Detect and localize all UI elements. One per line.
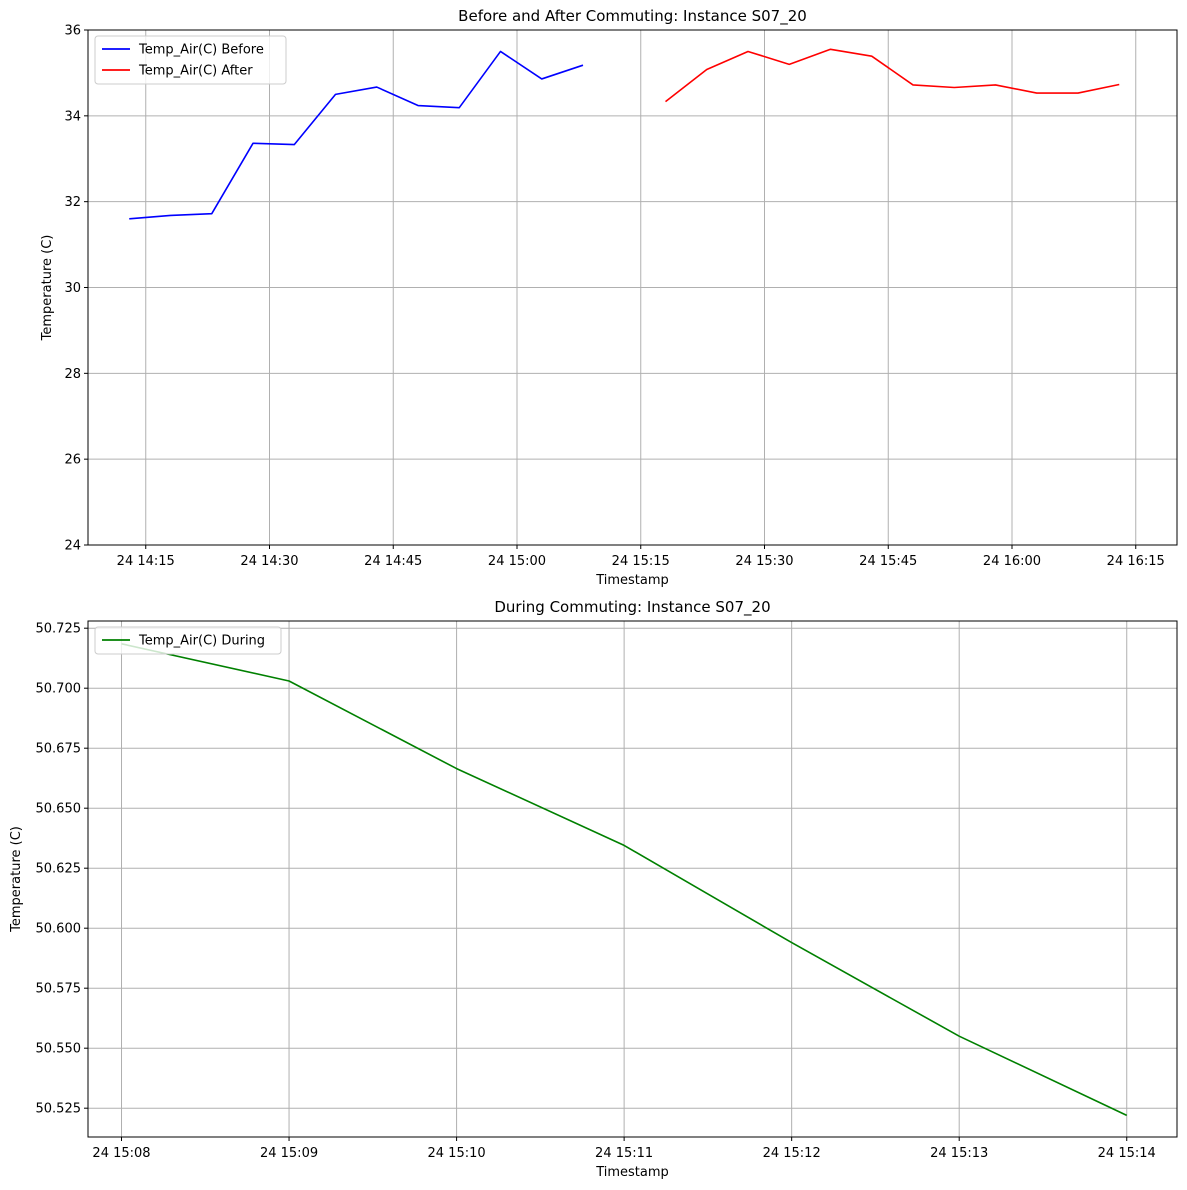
x-tick-label: 24 14:45 [364, 554, 422, 569]
series-line-1 [121, 643, 1128, 1117]
y-tick-label: 50.675 [36, 742, 82, 757]
chart-title: During Commuting: Instance S07_20 [494, 598, 770, 617]
x-tick-label: 24 15:12 [763, 1146, 821, 1161]
legend-box [94, 626, 282, 655]
x-tick-label: 24 16:15 [1107, 554, 1165, 569]
chart-title: Before and After Commuting: Instance S07… [458, 7, 807, 26]
legend-box [94, 35, 287, 85]
y-tick-label: 50.525 [36, 1102, 82, 1117]
y-tick-label: 50.575 [36, 982, 82, 997]
y-tick-label: 26 [64, 453, 81, 468]
y-tick-label: 32 [64, 195, 81, 210]
x-tick-label: 24 16:00 [983, 554, 1041, 569]
x-tick-label: 24 15:09 [260, 1146, 318, 1161]
y-tick-label: 30 [64, 281, 81, 296]
x-tick-label: 24 15:08 [92, 1146, 150, 1161]
legend-label: Temp_Air(C) Before [138, 43, 264, 58]
y-tick-label: 50.550 [36, 1042, 82, 1057]
x-tick-label: 24 15:30 [735, 554, 793, 569]
y-tick-label: 50.600 [36, 922, 82, 937]
y-tick-label: 34 [64, 109, 81, 124]
plot-frame [87, 620, 1178, 1138]
x-tick-label: 24 14:30 [240, 554, 298, 569]
chart-2: 24 15:08 24 15:09 24 15:10 24 15:11 24 15:12… [9, 598, 1178, 1180]
y-axis-label: Temperature (C) [40, 235, 55, 342]
y-tick-label: 50.700 [36, 682, 82, 697]
y-tick-label: 50.725 [36, 622, 82, 637]
y-tick-label: 50.625 [36, 862, 82, 877]
legend-label: Temp_Air(C) During [138, 634, 265, 649]
x-tick-label: 24 15:14 [1098, 1146, 1156, 1161]
y-tick-label: 36 [64, 24, 81, 39]
x-tick-label: 24 15:11 [595, 1146, 653, 1161]
x-tick-label: 24 15:10 [428, 1146, 486, 1161]
x-tick-label: 24 15:15 [612, 554, 670, 569]
x-tick-label: 24 14:15 [117, 554, 175, 569]
x-axis-label: Timestamp [595, 573, 669, 588]
legend-label: Temp_Air(C) After [138, 64, 253, 79]
x-tick-label: 24 15:45 [859, 554, 917, 569]
chart-1: 24 14:15 24 14:30 24 14:45 24 15:00 24 15:15… [40, 7, 1178, 588]
y-axis-label: Temperature (C) [9, 826, 24, 933]
series-line-2 [665, 48, 1120, 103]
x-tick-label: 24 15:13 [930, 1146, 988, 1161]
series-line-1 [129, 50, 584, 220]
x-tick-label: 24 15:00 [488, 554, 546, 569]
y-tick-label: 28 [64, 367, 81, 382]
y-tick-label: 24 [64, 539, 81, 554]
x-axis-label: Timestamp [595, 1165, 669, 1180]
y-tick-label: 50.650 [36, 802, 82, 817]
